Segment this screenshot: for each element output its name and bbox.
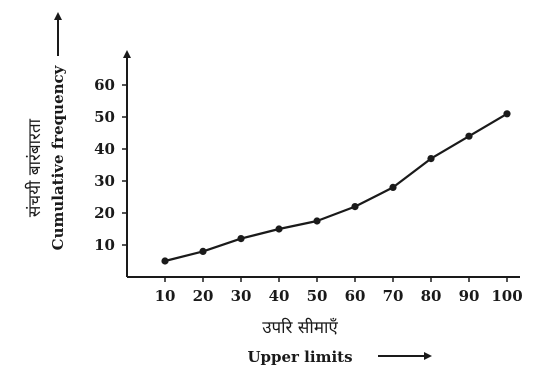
- x-tick-label: 40: [269, 287, 290, 305]
- data-point: [465, 132, 473, 140]
- x-tick-label: 20: [193, 287, 214, 305]
- y-axis-title-hindi: संचयी बारंबारता: [24, 118, 45, 217]
- y-axis-title-english: Cumulative frequency: [49, 64, 67, 250]
- data-point: [161, 257, 169, 265]
- x-axis-title-english: Upper limits: [247, 348, 352, 366]
- y-tick-label: 20: [94, 204, 115, 222]
- y-tick-label: 50: [94, 108, 115, 126]
- x-tick-label: 100: [491, 287, 522, 305]
- data-point: [313, 217, 321, 225]
- data-point: [199, 247, 207, 255]
- y-tick-label: 40: [94, 140, 115, 158]
- plot-area: 10 20 30 40 50 60 10 20 30 40 50 60 70 80 90 100: [94, 76, 523, 305]
- x-axis-title-hindi: उपरि सीमाएँ: [262, 317, 338, 338]
- data-point: [503, 110, 511, 118]
- series-line: [164, 112, 508, 263]
- x-tick-label: 60: [345, 287, 366, 305]
- x-tick-label: 10: [155, 287, 176, 305]
- data-point: [427, 155, 435, 163]
- y-tick-label: 30: [94, 172, 115, 190]
- x-tick-label: 30: [231, 287, 252, 305]
- x-tick-label: 90: [459, 287, 480, 305]
- x-tick-label: 50: [307, 287, 328, 305]
- y-tick-label: 60: [94, 76, 115, 94]
- x-tick-label: 70: [383, 287, 404, 305]
- y-tick-label: 10: [94, 236, 115, 254]
- data-point: [237, 235, 245, 243]
- x-tick-label: 80: [421, 287, 442, 305]
- data-point: [389, 183, 397, 191]
- data-point: [351, 203, 359, 211]
- data-point: [275, 225, 283, 233]
